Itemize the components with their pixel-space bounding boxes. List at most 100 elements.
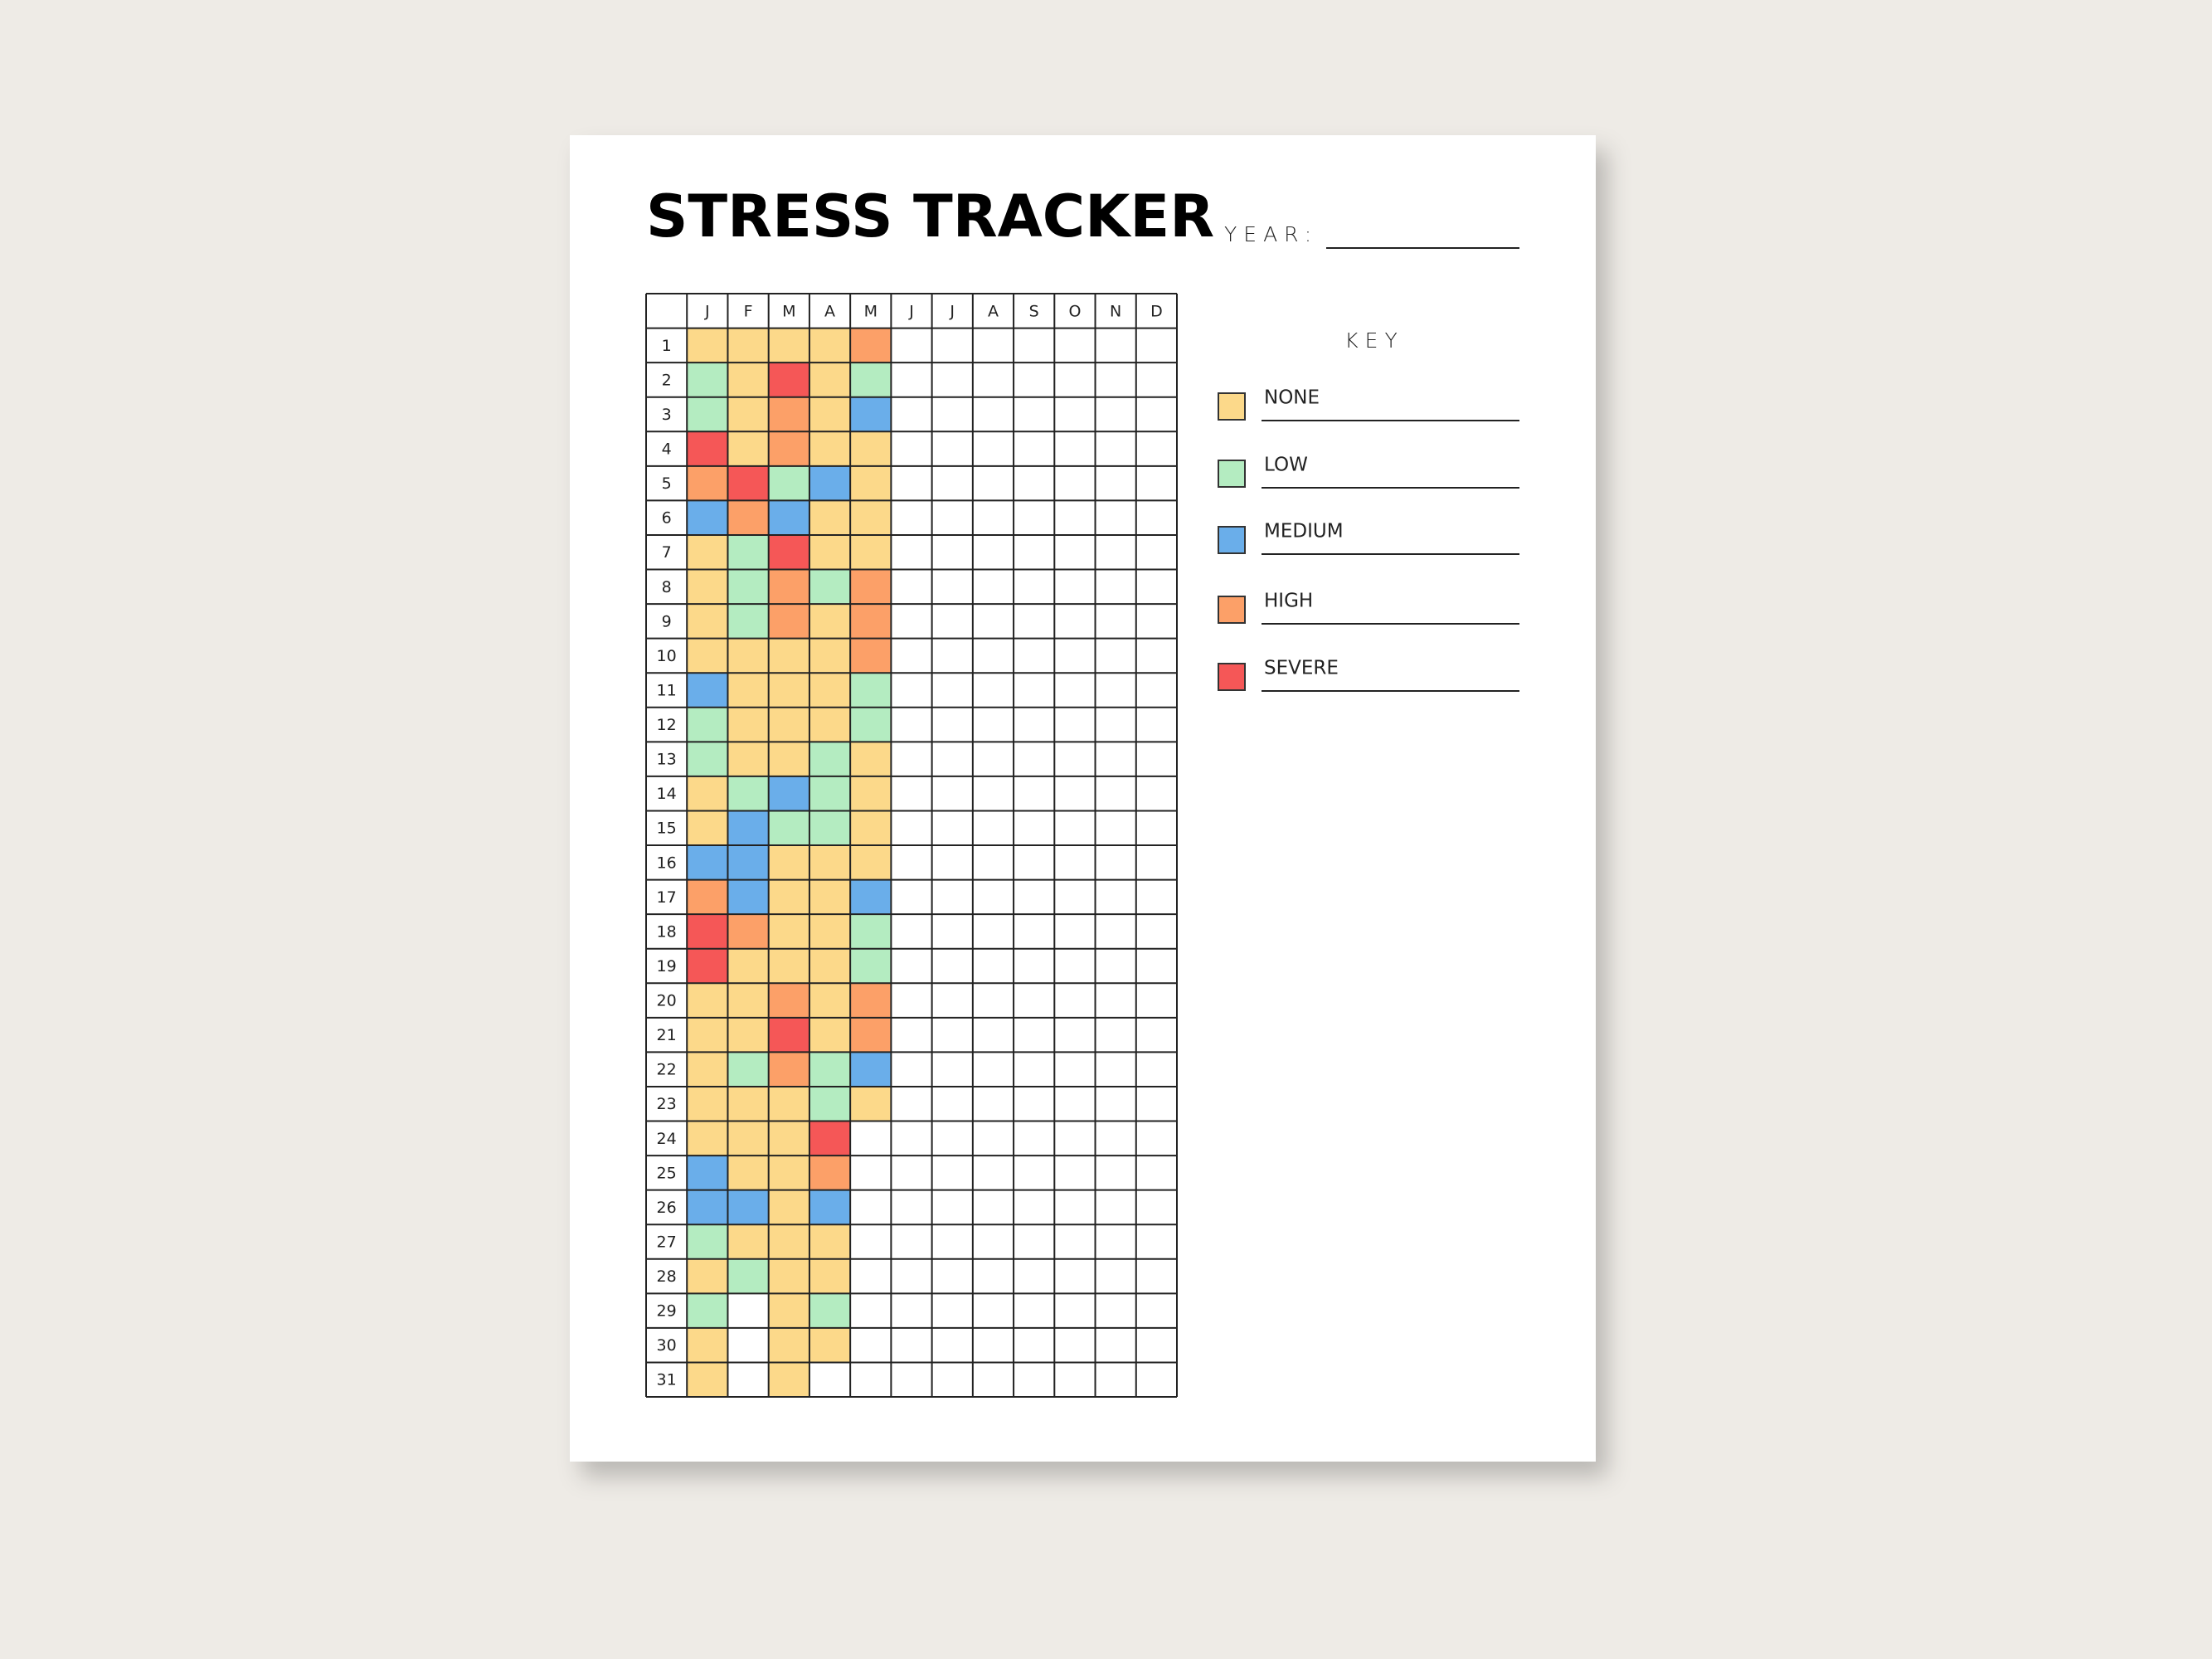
tracker-cell: [768, 1362, 809, 1397]
tracker-cell: [727, 776, 769, 811]
tracker-cell: [687, 638, 728, 674]
tracker-cell: [850, 776, 892, 811]
month-label: M: [782, 302, 795, 320]
tracker-cell: [727, 879, 769, 915]
tracker-cell: [809, 1327, 851, 1363]
tracker-cell: [687, 776, 728, 811]
tracker-cell: [727, 604, 769, 639]
month-label: A: [824, 302, 835, 320]
key-label: LOW: [1264, 455, 1308, 476]
tracker-cell: [727, 742, 769, 776]
day-label: 21: [657, 1026, 677, 1044]
tracker-cell: [768, 914, 809, 949]
tracker-cell: [850, 742, 892, 776]
tracker-cell: [809, 500, 851, 535]
tracker-cell: [768, 431, 809, 466]
tracker-cell: [727, 534, 769, 570]
day-label: 10: [657, 647, 677, 665]
day-label: 6: [662, 509, 672, 528]
tracker-cell: [809, 948, 851, 984]
tracker-cell: [809, 810, 851, 845]
tracker-cell: [727, 1121, 769, 1156]
tracker-cell: [768, 465, 809, 501]
month-label: J: [704, 302, 710, 320]
key-title: KEY: [1344, 328, 1403, 353]
tracker-cell: [768, 1052, 809, 1087]
day-label: 17: [657, 888, 677, 907]
day-label: 25: [657, 1164, 677, 1182]
tracker-cell: [850, 604, 892, 639]
key-swatch: [1218, 460, 1246, 488]
day-label: 15: [657, 820, 677, 838]
tracker-cell: [809, 1258, 851, 1294]
tracker-cell: [809, 879, 851, 915]
day-label: 26: [657, 1199, 677, 1217]
day-label: 7: [662, 543, 672, 562]
tracker-cell: [809, 983, 851, 1018]
tracker-cell: [850, 328, 892, 363]
tracker-cell: [809, 1190, 851, 1225]
tracker-cell: [768, 1017, 809, 1053]
tracker-cell: [687, 673, 728, 708]
day-label: 9: [662, 612, 672, 630]
tracker-cell: [727, 673, 769, 708]
tracker-cell: [768, 673, 809, 708]
tracker-cell: [727, 1086, 769, 1121]
year-label: YEAR:: [1224, 222, 1318, 246]
tracker-cell: [687, 845, 728, 880]
tracker-cell: [687, 1121, 728, 1156]
tracker-cell: [687, 500, 728, 535]
tracker-cell: [727, 1190, 769, 1225]
tracker-cell: [687, 397, 728, 432]
tracker-cell: [768, 1086, 809, 1121]
day-label: 12: [657, 716, 677, 734]
tracker-cell: [687, 983, 728, 1018]
tracker-cell: [809, 397, 851, 432]
tracker-cell: [768, 983, 809, 1018]
tracker-cell: [687, 534, 728, 570]
tracker-cell: [809, 673, 851, 708]
tracker-cell: [687, 1190, 728, 1225]
tracker-cell: [687, 1293, 728, 1328]
tracker-cell: [687, 948, 728, 984]
day-label: 28: [657, 1267, 677, 1286]
day-label: 8: [662, 578, 672, 596]
tracker-cell: [768, 707, 809, 742]
tracker-cell: [850, 534, 892, 570]
tracker-cell: [768, 1327, 809, 1363]
day-label: 13: [657, 751, 677, 769]
key-label: MEDIUM: [1264, 521, 1344, 542]
key-swatch: [1218, 526, 1246, 554]
tracker-cell: [850, 397, 892, 432]
tracker-cell: [850, 914, 892, 949]
tracker-cell: [727, 465, 769, 501]
tracker-cell: [850, 1086, 892, 1121]
tracker-cell: [768, 948, 809, 984]
tracker-cell: [687, 1362, 728, 1397]
month-label: N: [1110, 302, 1121, 320]
tracker-cell: [809, 1086, 851, 1121]
tracker-cell: [727, 948, 769, 984]
tracker-cell: [687, 362, 728, 397]
tracker-cell: [850, 431, 892, 466]
day-label: 5: [662, 474, 672, 493]
tracker-cell: [768, 776, 809, 811]
tracker-cell: [809, 569, 851, 605]
day-label: 16: [657, 854, 677, 872]
tracker-cell: [687, 604, 728, 639]
key-swatch: [1218, 596, 1246, 624]
tracker-cell: [727, 431, 769, 466]
tracker-cell: [768, 1258, 809, 1294]
day-label: 19: [657, 957, 677, 975]
tracker-cell: [687, 879, 728, 915]
month-label: O: [1068, 302, 1081, 320]
tracker-cell: [727, 1017, 769, 1053]
tracker: J F M A M J J A S O N D1234567891011121314151617181…: [645, 293, 1519, 1398]
tracker-cell: [768, 500, 809, 535]
month-label: F: [744, 302, 753, 320]
tracker-cell: [809, 431, 851, 466]
tracker-cell: [809, 534, 851, 570]
tracker-cell: [687, 431, 728, 466]
tracker-cell: [687, 810, 728, 845]
